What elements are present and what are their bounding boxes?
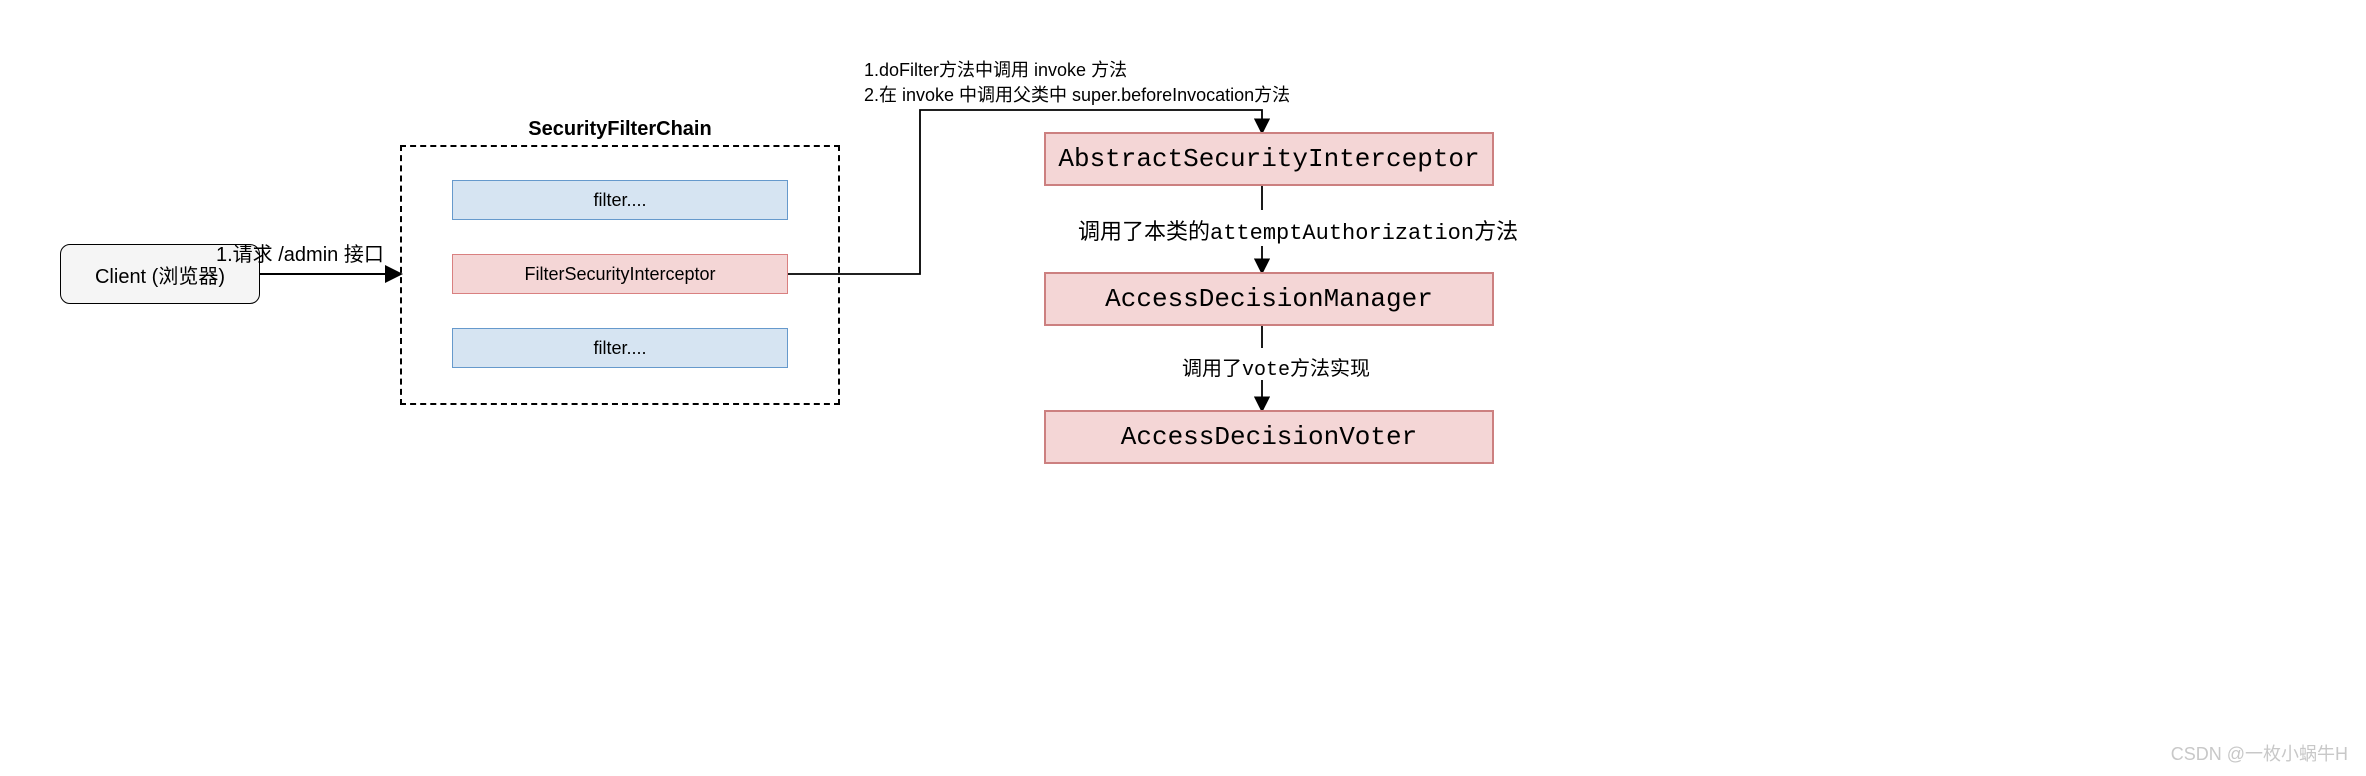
filter-top: filter....: [452, 180, 788, 220]
edges-layer: [0, 0, 2366, 776]
edge2-label-line1: 1.doFilter方法中调用 invoke 方法: [864, 58, 1290, 83]
access-decision-voter: AccessDecisionVoter: [1044, 410, 1494, 464]
abstract-security-interceptor: AbstractSecurityInterceptor: [1044, 132, 1494, 186]
edge2-label-line2: 2.在 invoke 中调用父类中 super.beforeInvocation…: [864, 83, 1290, 108]
adv-label: AccessDecisionVoter: [1121, 422, 1417, 452]
access-decision-manager: AccessDecisionManager: [1044, 272, 1494, 326]
filter-chain-title: SecurityFilterChain: [400, 118, 840, 141]
edge3-label: 调用了本类的attemptAuthorization方法: [1078, 214, 1518, 246]
filter-security-interceptor: FilterSecurityInterceptor: [452, 254, 788, 294]
edge4-label: 调用了vote方法实现: [1182, 352, 1370, 382]
filter-sec-label: FilterSecurityInterceptor: [524, 264, 715, 285]
adm-label: AccessDecisionManager: [1105, 284, 1433, 314]
abs-interceptor-label: AbstractSecurityInterceptor: [1058, 144, 1479, 174]
edge2-label: 1.doFilter方法中调用 invoke 方法 2.在 invoke 中调用…: [864, 58, 1290, 108]
filter-top-label: filter....: [593, 190, 646, 211]
client-label: Client (浏览器): [95, 260, 225, 289]
filter-bottom-label: filter....: [593, 338, 646, 359]
edge1-label: 1.请求 /admin 接口: [216, 238, 384, 267]
watermark: CSDN @一枚小蜗牛H: [2171, 740, 2348, 766]
filter-bottom: filter....: [452, 328, 788, 368]
